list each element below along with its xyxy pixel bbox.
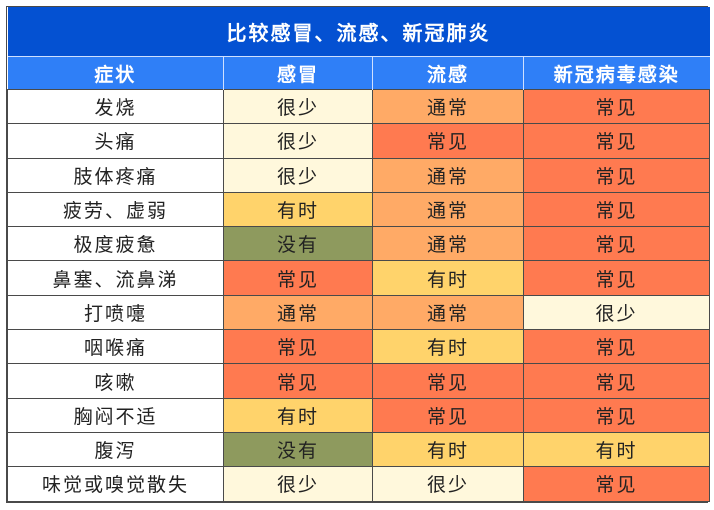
table-body: 发烧 很少 通常 常见 头痛 很少 常见 常见 肢体疼痛 很少 通常 常见 疲劳…	[7, 88, 710, 502]
symptom-cell: 咳嗽	[7, 363, 224, 399]
symptom-cell: 发烧	[7, 88, 224, 125]
covid-cell: 常见	[523, 157, 710, 193]
cold-cell: 通常	[223, 294, 373, 331]
cold-cell: 常见	[223, 260, 373, 296]
cold-cell: 没有	[223, 431, 373, 468]
covid-cell: 常见	[523, 260, 710, 296]
cold-cell: 常见	[223, 329, 373, 365]
covid-cell: 常见	[523, 191, 710, 228]
header-flu: 流感	[372, 56, 524, 90]
symptom-cell: 鼻塞、流鼻涕	[7, 260, 224, 296]
flu-cell: 通常	[372, 157, 524, 193]
header-row: 症状 感冒 流感 新冠病毒感染	[7, 56, 710, 90]
flu-cell: 很少	[372, 466, 524, 502]
covid-cell: 很少	[523, 294, 710, 331]
flu-cell: 有时	[372, 431, 524, 468]
flu-cell: 通常	[372, 191, 524, 228]
table-row: 肢体疼痛 很少 通常 常见	[7, 157, 710, 193]
cold-cell: 常见	[223, 363, 373, 399]
covid-cell: 常见	[523, 363, 710, 399]
table-row: 咽喉痛 常见 有时 常见	[7, 329, 710, 365]
covid-cell: 常见	[523, 123, 710, 159]
header-symptom: 症状	[7, 56, 224, 90]
table-row: 打喷嚏 通常 通常 很少	[7, 294, 710, 331]
covid-cell: 常见	[523, 88, 710, 125]
symptom-cell: 疲劳、虚弱	[7, 191, 224, 228]
flu-cell: 有时	[372, 260, 524, 296]
table-row: 疲劳、虚弱 有时 通常 常见	[7, 191, 710, 228]
table-row: 发烧 很少 通常 常见	[7, 88, 710, 125]
cold-cell: 很少	[223, 123, 373, 159]
covid-cell: 有时	[523, 431, 710, 468]
covid-cell: 常见	[523, 226, 710, 262]
table-row: 咳嗽 常见 常见 常见	[7, 363, 710, 399]
symptom-cell: 味觉或嗅觉散失	[7, 466, 224, 502]
header-covid: 新冠病毒感染	[523, 56, 710, 90]
flu-cell: 常见	[372, 397, 524, 433]
symptom-cell: 咽喉痛	[7, 329, 224, 365]
table-row: 头痛 很少 常见 常见	[7, 123, 710, 159]
cold-cell: 很少	[223, 88, 373, 125]
covid-cell: 常见	[523, 466, 710, 502]
cold-cell: 有时	[223, 397, 373, 433]
symptom-comparison-table: 比较感冒、流感、新冠肺炎 症状 感冒 流感 新冠病毒感染 发烧 很少 通常 常见…	[6, 6, 710, 503]
table-row: 鼻塞、流鼻涕 常见 有时 常见	[7, 260, 710, 296]
symptom-cell: 肢体疼痛	[7, 157, 224, 193]
symptom-cell: 极度疲惫	[7, 226, 224, 262]
symptom-cell: 胸闷不适	[7, 397, 224, 433]
title-row: 比较感冒、流感、新冠肺炎	[7, 7, 710, 57]
symptom-cell: 腹泻	[7, 431, 224, 468]
flu-cell: 常见	[372, 363, 524, 399]
flu-cell: 通常	[372, 226, 524, 262]
covid-cell: 常见	[523, 397, 710, 433]
table-row: 腹泻 没有 有时 有时	[7, 431, 710, 468]
header-cold: 感冒	[223, 56, 373, 90]
table-row: 胸闷不适 有时 常见 常见	[7, 397, 710, 433]
symptom-cell: 打喷嚏	[7, 294, 224, 331]
flu-cell: 常见	[372, 123, 524, 159]
table-row: 极度疲惫 没有 通常 常见	[7, 226, 710, 262]
cold-cell: 有时	[223, 191, 373, 228]
table-title: 比较感冒、流感、新冠肺炎	[7, 7, 710, 57]
cold-cell: 没有	[223, 226, 373, 262]
flu-cell: 通常	[372, 294, 524, 331]
flu-cell: 通常	[372, 88, 524, 125]
cold-cell: 很少	[223, 157, 373, 193]
covid-cell: 常见	[523, 329, 710, 365]
comparison-table: 比较感冒、流感、新冠肺炎 症状 感冒 流感 新冠病毒感染 发烧 很少 通常 常见…	[7, 7, 710, 502]
table-row: 味觉或嗅觉散失 很少 很少 常见	[7, 466, 710, 502]
flu-cell: 有时	[372, 329, 524, 365]
cold-cell: 很少	[223, 466, 373, 502]
symptom-cell: 头痛	[7, 123, 224, 159]
